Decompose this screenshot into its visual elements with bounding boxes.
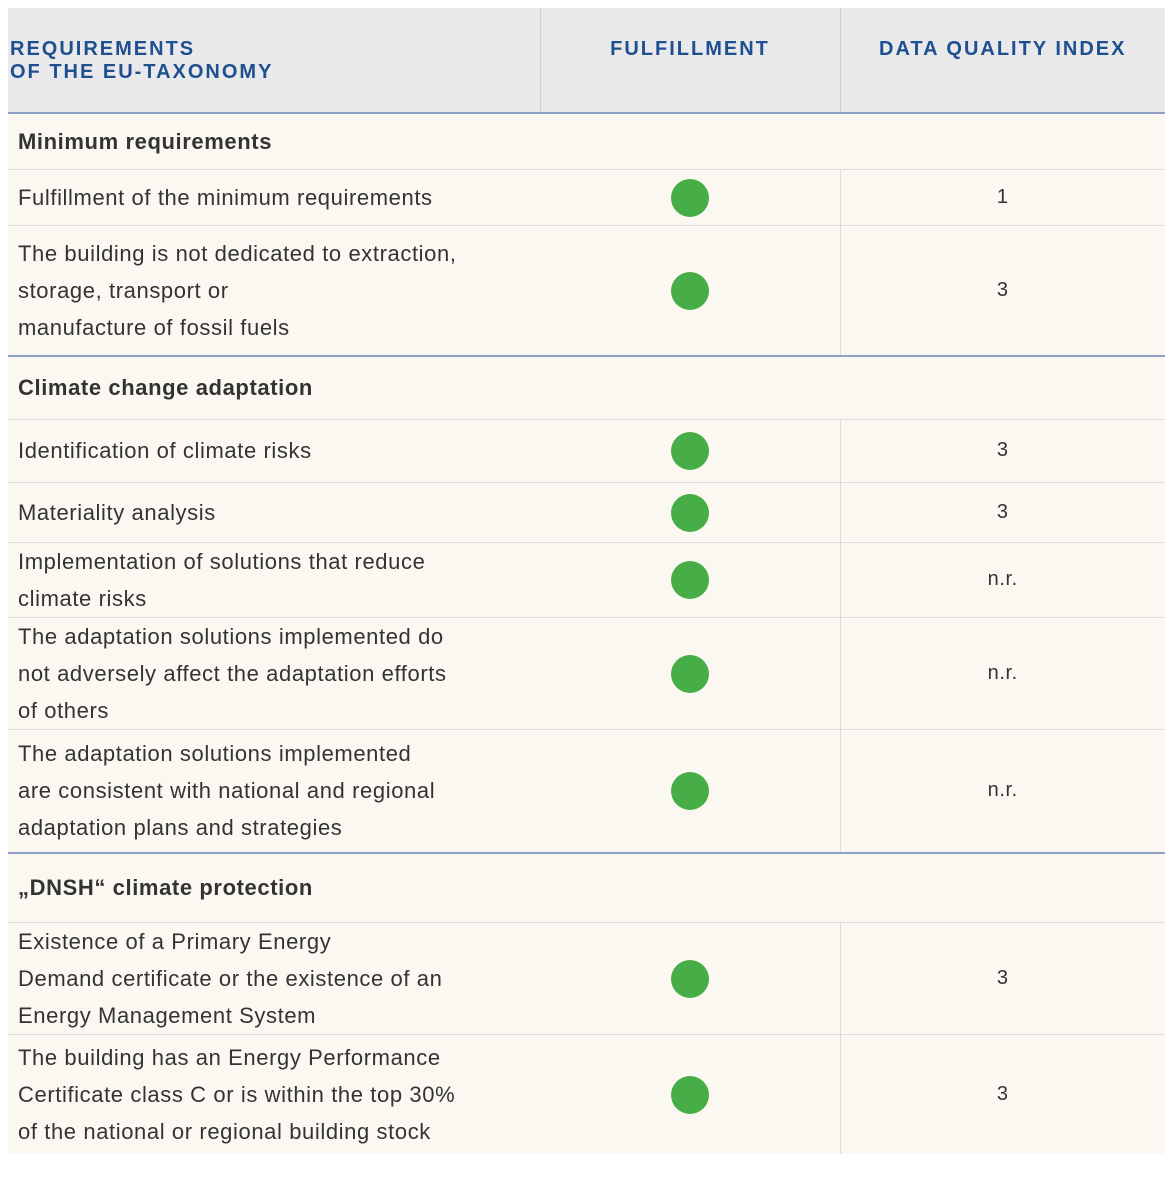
data-quality-index: n.r. — [839, 541, 1165, 617]
requirement-row: Fulfillment of the minimum requirements 1 — [8, 168, 1165, 225]
fulfillment-cell — [540, 1033, 840, 1154]
fulfilled-indicator — [670, 959, 709, 998]
fulfillment-cell — [540, 168, 840, 225]
section-title: Climate change adaptation — [8, 355, 1165, 419]
fulfillment-cell — [540, 418, 840, 482]
requirement-text: Fulfillment of the minimum requirements — [8, 168, 540, 225]
header-row: REQUIREMENTS OF THE EU-TAXONOMY FULFILLME… — [8, 8, 1165, 114]
requirement-text: The adaptation solutions implemented are… — [8, 728, 540, 854]
fulfillment-cell — [540, 224, 840, 357]
data-quality-index: n.r. — [839, 616, 1165, 729]
section-row: Minimum requirements — [8, 112, 1165, 169]
data-quality-index: 3 — [839, 481, 1165, 542]
fulfillment-cell — [540, 616, 840, 729]
requirement-row: The building has an Energy Performance C… — [8, 1033, 1165, 1154]
section-title: Minimum requirements — [8, 112, 1165, 169]
fulfillment-cell — [540, 728, 840, 854]
column-header: REQUIREMENTS OF THE EU-TAXONOMY — [8, 8, 540, 114]
requirement-text: Identification of climate risks — [8, 418, 540, 482]
fulfilled-indicator — [670, 561, 709, 600]
data-quality-index: n.r. — [839, 728, 1165, 854]
requirement-text: Materiality analysis — [8, 481, 540, 542]
fulfillment-cell — [540, 921, 840, 1034]
fulfilled-indicator — [670, 654, 709, 693]
requirement-row: Existence of a Primary Energy Demand cer… — [8, 921, 1165, 1034]
fulfillment-cell — [540, 481, 840, 542]
data-quality-index: 3 — [839, 224, 1165, 357]
fulfilled-indicator — [670, 271, 709, 310]
section-title: „DNSH“ climate protection — [8, 852, 1165, 922]
section-row: Climate change adaptation — [8, 355, 1165, 419]
data-quality-index: 3 — [839, 921, 1165, 1034]
fulfilled-indicator — [670, 1075, 709, 1114]
fulfilled-indicator — [670, 493, 709, 532]
fulfilled-indicator — [670, 432, 709, 471]
requirement-text: Existence of a Primary Energy Demand cer… — [8, 921, 540, 1034]
requirement-text: The building has an Energy Performance C… — [8, 1033, 540, 1154]
fulfilled-indicator — [670, 178, 709, 217]
requirements-table-page: REQUIREMENTS OF THE EU-TAXONOMY FULFILLME… — [8, 8, 1165, 1154]
requirement-text: The building is not dedicated to extract… — [8, 224, 540, 357]
requirement-text: Implementation of solutions that reduce … — [8, 541, 540, 617]
fulfillment-cell — [540, 541, 840, 617]
requirement-row: The building is not dedicated to extract… — [8, 224, 1165, 357]
fulfilled-indicator — [670, 772, 709, 811]
section-row: „DNSH“ climate protection — [8, 852, 1165, 922]
requirement-text: The adaptation solutions implemented do … — [8, 616, 540, 729]
requirements-table: REQUIREMENTS OF THE EU-TAXONOMY FULFILLME… — [8, 8, 1165, 1154]
requirement-row: The adaptation solutions implemented are… — [8, 728, 1165, 854]
requirement-row: Identification of climate risks 3 — [8, 418, 1165, 482]
requirement-row: Implementation of solutions that reduce … — [8, 541, 1165, 617]
requirement-row: The adaptation solutions implemented do … — [8, 616, 1165, 729]
column-header: DATA QUALITY INDEX — [839, 8, 1165, 114]
data-quality-index: 3 — [839, 418, 1165, 482]
data-quality-index: 1 — [839, 168, 1165, 225]
requirement-row: Materiality analysis 3 — [8, 481, 1165, 542]
column-header: FULFILLMENT — [539, 8, 840, 114]
data-quality-index: 3 — [839, 1033, 1165, 1154]
